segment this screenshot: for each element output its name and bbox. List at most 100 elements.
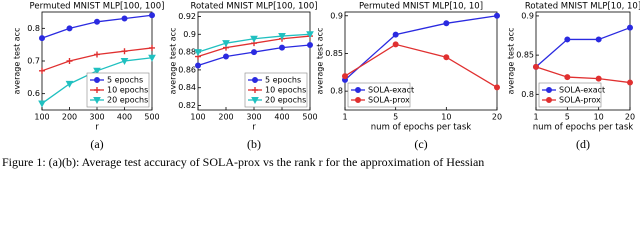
y-axis-label: average test acc	[316, 28, 325, 95]
x-tick-label: 5	[565, 113, 570, 122]
marker	[121, 15, 128, 22]
marker	[121, 48, 128, 55]
x-tick-label: 500	[144, 113, 159, 122]
legend-box	[538, 82, 602, 108]
marker	[278, 33, 286, 41]
y-tick-label: 0.8	[330, 87, 343, 96]
y-tick-label: 0.8	[27, 24, 40, 33]
figure-caption: Figure 1: (a)(b): Average test accuracy …	[2, 155, 484, 169]
y-tick-label: 0.85	[325, 49, 343, 58]
marker	[38, 100, 46, 108]
x-tick-label: 20	[492, 113, 502, 122]
y-axis-label: average test acc	[13, 28, 22, 95]
y-tick-label: 0.9	[521, 11, 534, 20]
panel-label: (b)	[247, 137, 261, 151]
marker	[595, 36, 602, 43]
marker	[546, 87, 552, 93]
chart-title: Permuted MNIST MLP[100, 100]	[30, 2, 165, 12]
marker	[149, 44, 155, 51]
marker	[39, 35, 45, 42]
x-tick-label: 400	[274, 113, 289, 122]
marker	[546, 97, 552, 103]
x-tick-label: 1	[342, 113, 347, 122]
marker	[194, 49, 202, 57]
y-axis-label: average test acc	[507, 28, 516, 95]
legend-label: SOLA-prox	[368, 96, 410, 105]
marker	[494, 12, 500, 19]
x-tick-label: 400	[117, 113, 132, 122]
x-axis-label: r	[252, 123, 256, 133]
marker	[443, 20, 450, 27]
marker	[355, 97, 361, 103]
marker	[533, 63, 539, 70]
x-tick-label: 300	[89, 113, 104, 122]
marker	[250, 35, 258, 43]
marker	[595, 75, 602, 82]
x-axis-label: num of epochs per task	[371, 123, 471, 133]
y-tick-label: 0.85	[516, 51, 534, 60]
marker	[120, 58, 129, 66]
page: Figure 1: (a)(b): Average test accuracy …	[0, 0, 640, 170]
marker	[94, 87, 100, 93]
legend-label: 20 epochs	[265, 96, 306, 105]
marker	[252, 77, 258, 83]
marker	[252, 87, 258, 93]
series-line	[535, 66, 631, 84]
x-tick-label: 10	[441, 113, 451, 122]
y-tick-label: 0.88	[178, 48, 196, 57]
y-tick-label: 0.9	[183, 30, 196, 39]
x-tick-label: 5	[393, 113, 398, 122]
marker	[251, 49, 257, 56]
marker	[392, 41, 399, 48]
x-tick-label: 200	[62, 113, 77, 122]
marker	[342, 73, 348, 80]
marker	[564, 36, 571, 43]
series-line	[344, 43, 498, 88]
marker	[94, 77, 100, 83]
marker	[355, 87, 361, 93]
legend-label: SOLA-exact	[368, 86, 414, 95]
marker	[223, 53, 229, 60]
x-axis-label: num of epochs per task	[533, 123, 633, 133]
marker	[94, 18, 100, 25]
legend-label: SOLA-exact	[559, 86, 605, 95]
x-tick-label: 20	[625, 113, 635, 122]
marker	[66, 58, 73, 64]
marker	[306, 31, 314, 39]
legend-label: 5 epochs	[265, 76, 301, 85]
marker	[149, 12, 155, 19]
y-tick-label: 0.82	[178, 101, 196, 110]
panel-label: (d)	[576, 137, 590, 151]
panel-label: (c)	[414, 137, 427, 151]
marker	[251, 97, 259, 105]
x-tick-label: 1	[533, 113, 538, 122]
y-tick-label: 0.6	[27, 89, 40, 98]
marker	[627, 24, 633, 31]
marker	[494, 84, 500, 91]
figure: Figure 1: (a)(b): Average test accuracy …	[2, 2, 640, 169]
x-tick-label: 500	[302, 113, 317, 122]
marker	[222, 40, 230, 48]
x-tick-label: 300	[246, 113, 261, 122]
marker	[195, 62, 201, 69]
y-axis-label: average test acc	[169, 28, 178, 95]
legend-label: 20 epochs	[107, 96, 148, 105]
legend-label: 10 epochs	[265, 86, 306, 95]
legend-label: 10 epochs	[107, 86, 148, 95]
marker	[66, 25, 73, 32]
marker	[307, 41, 313, 48]
x-tick-label: 10	[594, 113, 604, 122]
panel-label: (a)	[90, 137, 103, 151]
marker	[39, 67, 45, 74]
x-tick-label: 200	[218, 113, 233, 122]
marker	[564, 74, 571, 81]
marker	[94, 51, 100, 58]
series-line	[344, 15, 498, 81]
chart-title: Rotated MNIST MLP[100, 100]	[190, 2, 317, 12]
marker	[148, 54, 156, 62]
x-tick-label: 100	[34, 113, 49, 122]
x-tick-label: 100	[190, 113, 205, 122]
legend-label: SOLA-prox	[559, 96, 601, 105]
legend-label: 5 epochs	[107, 76, 143, 85]
marker	[392, 31, 399, 38]
